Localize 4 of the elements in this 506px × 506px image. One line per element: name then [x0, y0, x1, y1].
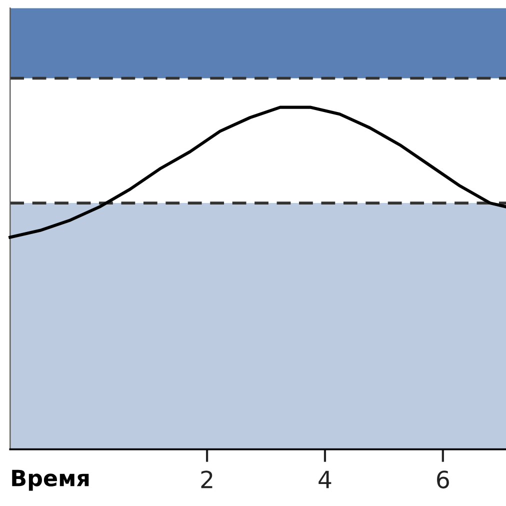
x-tick-label: 4 — [318, 470, 332, 488]
x-tick-label: 2 — [201, 470, 212, 488]
x-tick-label: 6 — [437, 470, 449, 488]
x-axis-title: Время — [12, 470, 89, 491]
